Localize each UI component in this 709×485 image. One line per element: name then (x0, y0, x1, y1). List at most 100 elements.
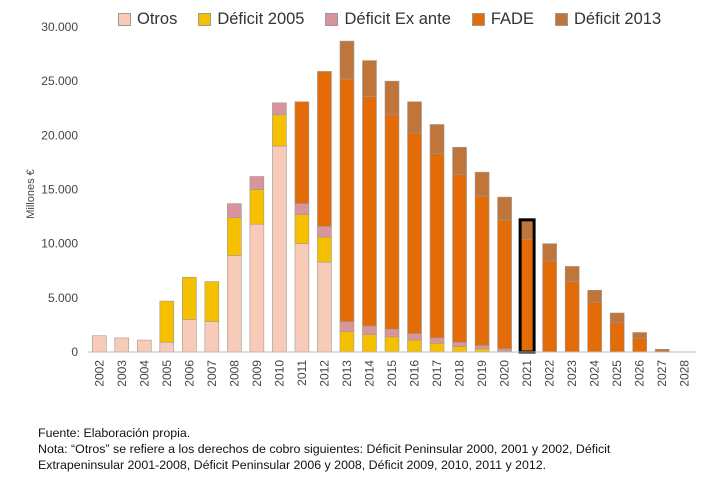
bar-segment (564, 281, 580, 353)
x-tick-label: 2003 (115, 360, 129, 387)
x-tick-label: 2028 (678, 360, 692, 387)
bar-segment (519, 239, 535, 353)
bar-segment (249, 189, 265, 225)
legend-label: Déficit 2005 (217, 10, 305, 28)
bar-segment (474, 195, 490, 346)
y-axis-label: Millones € (25, 169, 37, 219)
legend-swatch (554, 13, 568, 26)
x-tick-label: 2015 (385, 360, 399, 387)
bar-segment (182, 319, 197, 353)
bar-segment (609, 312, 625, 324)
x-tick-label: 2009 (250, 360, 264, 387)
bar-segment (362, 96, 377, 327)
legend-swatch (325, 13, 339, 26)
y-tick-label: 30.000 (41, 20, 78, 34)
x-tick-label: 2014 (362, 360, 376, 387)
bar-segment (339, 40, 355, 80)
x-tick-label: 2019 (475, 360, 489, 387)
bar-segment (384, 328, 400, 338)
x-tick-label: 2013 (340, 360, 354, 387)
bar-segment (452, 146, 467, 175)
bar-segment (452, 346, 467, 353)
y-tick-label: 5.000 (48, 291, 78, 305)
bar-segment (429, 153, 445, 339)
bar-segment (272, 114, 287, 147)
bar-segment (294, 203, 310, 215)
bar-segment (407, 333, 422, 341)
bar-segment (249, 176, 265, 190)
legend-swatch (118, 13, 131, 26)
x-tick-label: 2017 (430, 360, 444, 387)
x-tick-label: 2016 (408, 360, 422, 387)
bar-segment (474, 171, 490, 197)
legend: Otros Déficit 2005 Déficit Ex ante FADE … (118, 10, 682, 29)
x-tick-label: 2005 (160, 360, 174, 387)
x-tick-label: 2025 (610, 360, 624, 387)
bar-segment (452, 341, 467, 347)
legend-label: FADE (490, 10, 534, 28)
bar-segment (407, 101, 422, 134)
bar-segment (384, 114, 400, 330)
bar-segment (317, 261, 332, 353)
bar-segment (474, 345, 490, 350)
bar-segment (632, 332, 647, 339)
bar-segment (429, 343, 445, 353)
bar-segment (204, 321, 220, 353)
bar-segment (227, 255, 242, 353)
legend-item-deficit-ex-ante: Déficit Ex ante (325, 10, 451, 29)
legend-label: Déficit 2013 (573, 10, 662, 28)
footnotes: Fuente: Elaboración propia. Nota: “Otros… (38, 425, 688, 473)
x-tick-label: 2010 (272, 360, 286, 387)
bar-segment (114, 337, 130, 353)
x-tick-label: 2027 (655, 360, 669, 387)
bar-segment (587, 289, 602, 303)
x-tick-label: 2024 (588, 360, 602, 387)
bar-segment (497, 219, 512, 350)
bar-segment (272, 145, 287, 353)
bar-segment (407, 339, 422, 353)
bar-segment (339, 321, 355, 332)
bar-segment (632, 337, 647, 353)
x-tick-label: 2002 (92, 360, 106, 387)
bar-segment (384, 80, 400, 116)
bar-segment (452, 174, 467, 343)
legend-swatch (198, 13, 212, 26)
bar-segment (317, 236, 332, 263)
bar-segment (497, 196, 512, 221)
bar-segment (587, 301, 602, 353)
y-tick-label: 25.000 (41, 74, 78, 88)
bar-segment (542, 243, 557, 262)
bar-segment (317, 226, 332, 238)
x-tick-label: 2004 (137, 360, 151, 387)
x-tick-label: 2026 (633, 360, 647, 387)
x-tick-label: 2011 (295, 360, 309, 386)
bar-segment (272, 102, 287, 116)
y-tick-label: 10.000 (41, 237, 78, 251)
bar-segment (429, 337, 445, 344)
x-axis-ticks: 2002 2003 2004 2005 2006 2007 2008 2009 2010 2011… (92, 360, 691, 387)
stacked-bar-chart: 0 5.000 10.000 15.000 20.000 25.000 30.000 200… (41, 20, 696, 387)
legend-item-otros: Otros (118, 10, 177, 29)
bar-segment (137, 339, 152, 353)
legend-swatch (471, 13, 485, 26)
bar-segment (159, 341, 175, 353)
y-tick-label: 15.000 (41, 183, 78, 197)
bar-segment (339, 331, 355, 353)
note-line-2: Extrapeninsular 2001-2008, Déficit Penin… (38, 458, 547, 472)
bars (91, 40, 670, 354)
legend-item-fade: FADE (471, 10, 534, 29)
bar-segment (542, 260, 557, 353)
bar-segment (362, 60, 377, 97)
bar-segment (609, 322, 625, 353)
legend-label: Déficit Ex ante (344, 10, 451, 28)
legend-item-deficit-2005: Déficit 2005 (198, 10, 304, 29)
y-tick-label: 0 (71, 345, 78, 359)
bar-segment (384, 336, 400, 353)
x-tick-label: 2012 (317, 360, 331, 387)
bar-segment (564, 266, 580, 282)
bar-segment (362, 325, 377, 335)
bar-segment (294, 243, 310, 353)
y-axis-ticks: 0 5.000 10.000 15.000 20.000 25.000 30.000 (41, 20, 78, 359)
bar-segment (497, 348, 512, 352)
bar-segment (362, 334, 377, 353)
